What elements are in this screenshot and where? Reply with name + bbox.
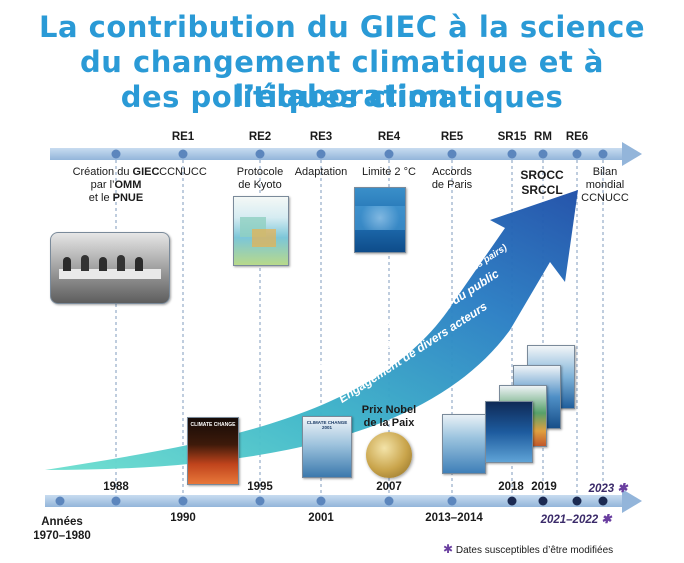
star-icon: ✱ (601, 512, 612, 526)
code-re6: RE6 (565, 131, 589, 143)
title-line-3: des politiques climatiques (120, 80, 564, 114)
year-1995: 1995 (247, 481, 273, 493)
cover-rm (485, 401, 533, 463)
code-re4: RE4 (377, 131, 401, 143)
giec-meeting-photo (50, 232, 170, 304)
cover-re1-title: CLIMATE CHANGE (190, 422, 236, 428)
label-adaptation: Adaptation (294, 166, 348, 178)
code-rm: RM (534, 131, 552, 143)
label-bilan: Bilan mondial CCNUCC (581, 166, 629, 204)
nobel-label: Prix Nobel de la Paix (361, 404, 417, 429)
year-2013-2014: 2013–2014 (425, 512, 483, 524)
code-re5: RE5 (440, 131, 464, 143)
year-1988: 1988 (103, 481, 129, 493)
cover-re3: CLIMATE CHANGE 2001 (302, 416, 352, 478)
code-re2: RE2 (248, 131, 272, 143)
label-kyoto: Protocole de Kyoto (236, 166, 284, 191)
rising-arrow (45, 190, 578, 470)
cover-re5 (442, 414, 486, 474)
bottom-timeline-bar (45, 489, 642, 513)
cover-re2 (233, 196, 289, 266)
code-re1: RE1 (171, 131, 195, 143)
label-srocc-srccl: SROCC SRCCL (520, 168, 564, 197)
code-sr15: SR15 (497, 131, 527, 143)
year-2021-2022: 2021–2022 ✱ (540, 512, 612, 526)
code-re3: RE3 (309, 131, 333, 143)
cover-re1: CLIMATE CHANGE (187, 417, 239, 485)
top-timeline-dots (111, 149, 608, 159)
title-line-2: du changement climatique et à l’élaborat… (80, 45, 604, 113)
year-2001: 2001 (308, 512, 334, 524)
year-2007: 2007 (376, 481, 402, 493)
cover-re3-title: CLIMATE CHANGE 2001 (306, 420, 348, 430)
year-2018: 2018 (498, 481, 524, 493)
star-icon: ✱ (443, 542, 454, 556)
top-timeline-bar (50, 142, 642, 166)
annees-label: Années 1970–1980 (33, 516, 91, 542)
year-1990: 1990 (170, 512, 196, 524)
label-creation-giec: Création du GIEC par l’OMM et le PNUE (72, 166, 160, 204)
year-2019: 2019 (531, 481, 557, 493)
cover-re4 (354, 187, 406, 253)
label-paris: Accords de Paris (431, 166, 473, 191)
label-ccnucc: CCNUCC (159, 166, 207, 178)
footnote: ✱ Dates susceptibles d’être modifiées (443, 542, 614, 556)
label-limite: Limite 2 °C (362, 166, 416, 178)
title-line-1: La contribution du GIEC à la science (38, 10, 645, 44)
bottom-timeline-dots (55, 496, 608, 506)
year-2023: 2023 ✱ (588, 481, 628, 495)
star-icon: ✱ (617, 481, 628, 495)
nobel-medal (366, 432, 412, 478)
